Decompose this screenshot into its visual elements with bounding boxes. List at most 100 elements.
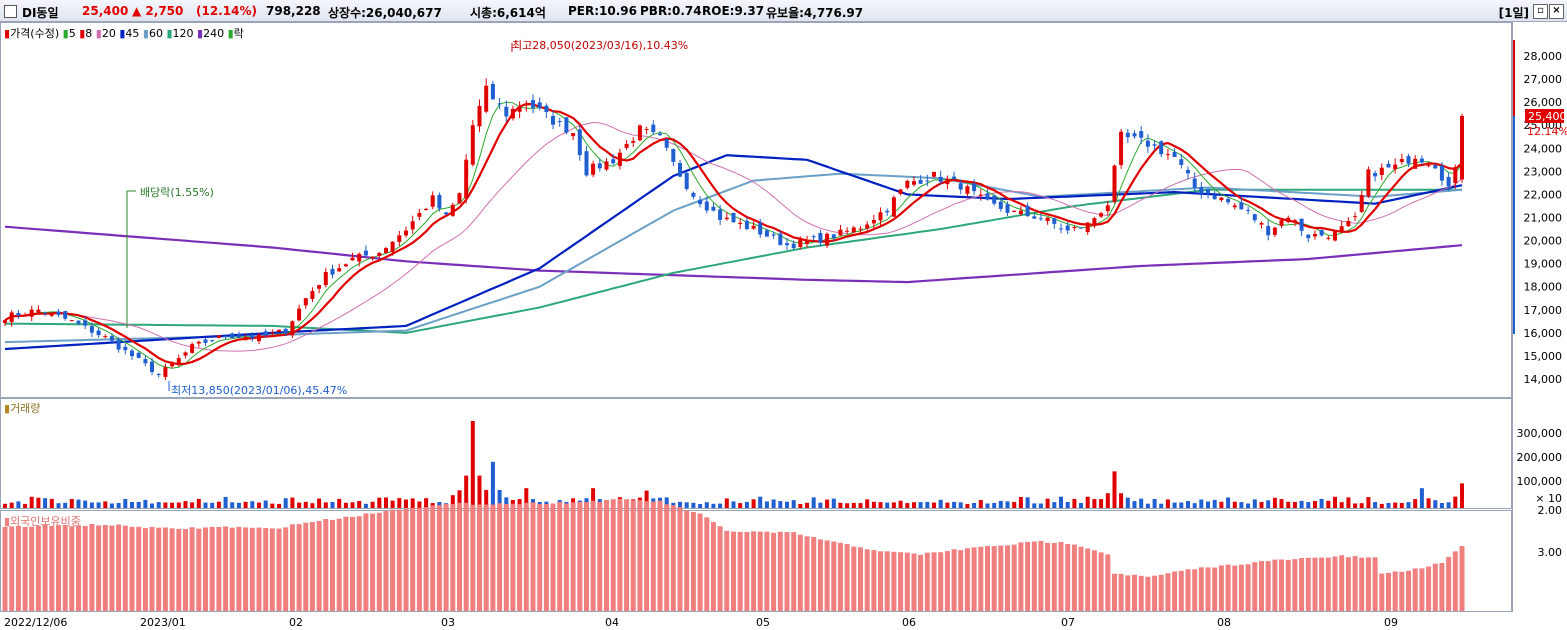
close-icon[interactable]: × [1549,4,1564,19]
foreign-ratio-bar [710,522,716,611]
candle-body [1413,158,1418,169]
foreign-ratio-bar [717,526,723,611]
period-selector[interactable]: [1일] [1498,6,1529,20]
foreign-ratio-bar [904,552,910,611]
foreign-ratio-bar [29,526,35,611]
candle-body [270,332,275,334]
candle-body [751,225,756,229]
volume-bar [952,501,957,508]
volume-bar [1399,503,1404,508]
foreign-ratio-bar [1299,558,1305,611]
volume-bar [664,497,669,508]
candle-body [89,326,94,333]
foreign-ratio-bar [256,527,262,611]
foreign-ratio-bar [450,504,456,611]
select-checkbox[interactable] [4,5,17,18]
volume-bar [404,499,408,508]
foreign-ratio-bar [356,516,362,611]
foreign-ratio-bar [1218,565,1224,611]
volume-bar [109,503,114,508]
candle-body [477,105,482,127]
foreign-ratio-bar [136,526,142,611]
foreign-ratio-bar [530,502,536,611]
volume-bar [136,502,141,508]
candle-body [925,180,930,182]
candle-body [377,252,382,256]
volume-bar [1038,503,1043,508]
candle-body [851,227,856,233]
roe-value: ROE:9.37 [702,4,765,18]
volume-bar [163,502,168,508]
volume-bar [691,502,696,508]
candle-body [1373,173,1378,177]
candle-body [1045,217,1050,222]
candle-body [758,222,763,235]
volume-bar [1226,497,1231,508]
foreign-ratio-bar [169,528,175,611]
foreign-ratio-bar [269,528,275,611]
candle-body [470,125,475,165]
candle-body [1399,159,1404,162]
candle-body [330,268,335,275]
volume-bar [190,502,195,508]
foreign-ratio-bar [1426,566,1432,611]
volume-bar [1419,488,1424,508]
foreign-ratio-bar [1419,568,1425,611]
candle-body [404,230,408,236]
candle-body [1159,141,1164,155]
volume-bar [96,502,101,508]
stock-name[interactable]: DI동일 [22,6,59,20]
volume-bar [23,503,28,508]
foreign-ratio-bar [1325,557,1331,611]
candle-body [571,133,576,137]
ma20-line [4,121,1463,352]
x-axis-label: 09 [1384,616,1398,629]
foreign-ratio-bar [1078,546,1084,611]
foreign-ratio-bar [664,504,670,611]
candle-body [1092,218,1097,227]
candle-body [885,210,890,213]
volume-bar [1299,500,1304,508]
candle-body [1005,204,1010,213]
foreign-ratio-bar [497,503,503,611]
candle-body [203,339,208,343]
volume-bar [785,501,789,508]
maximize-icon[interactable]: ▫ [1533,4,1548,19]
foreign-ratio-bar [1011,544,1017,611]
volume-bar [504,497,509,508]
foreign-ratio-bar [944,551,950,611]
candle-body [1172,152,1177,157]
foreign-ratio-bar [1112,573,1117,611]
foreign-ratio-bar [102,525,108,611]
candle-body [1199,187,1204,194]
volume-bar [437,502,442,508]
foreign-ratio-bar [858,547,863,611]
candle-body [764,230,769,237]
candle-body [831,234,836,238]
volume-unit-label: × 10 [1535,492,1562,505]
candle-body [945,178,950,185]
candle-body [464,159,469,199]
foreign-ratio-bar [1145,576,1151,611]
foreign-ratio-bar [1392,571,1398,611]
foreign-ratio-bar [831,541,837,611]
price-tick-label: 27,000 [1524,73,1563,86]
volume-bar [170,502,175,508]
volume-bar [1366,497,1371,508]
foreign-ratio-bar [690,512,696,611]
candle-body [9,312,14,323]
ma8-line [4,102,1463,366]
price-tick-label: 26,000 [1524,96,1563,109]
foreign-ratio-bar [1212,567,1218,611]
candle-body [1326,237,1331,239]
volume-bar [363,503,368,508]
foreign-ratio-bar [216,527,222,611]
candle-body [1065,225,1070,231]
volume-bar [611,503,616,508]
volume-tick-label: 200,000 [1517,451,1563,464]
current-pct-label: 12.14% [1527,125,1567,138]
volume-tick-label: 100,000 [1517,475,1563,488]
volume-bar [684,502,689,508]
volume-bar [671,502,676,508]
